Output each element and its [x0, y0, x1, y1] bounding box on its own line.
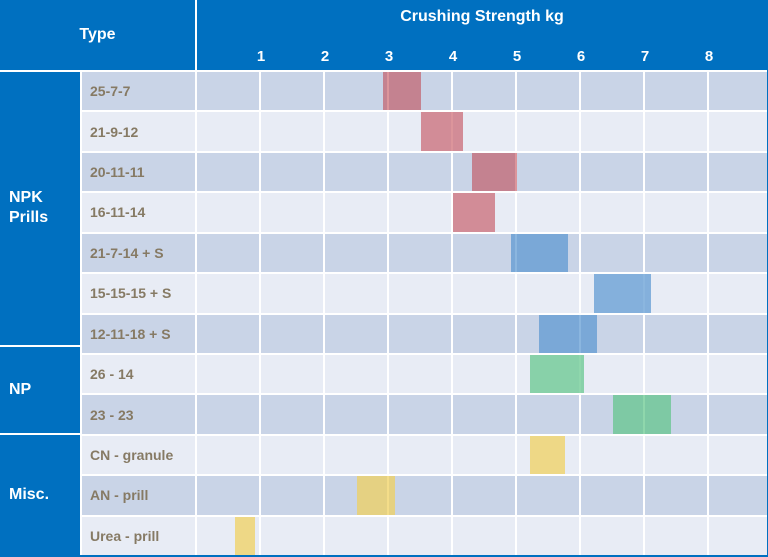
category-np: NP	[0, 344, 82, 434]
plot-row-25-7-7	[197, 70, 767, 111]
plot-row-26-14	[197, 352, 767, 394]
range-bar-16-11-14	[453, 193, 495, 232]
axis-title: Crushing Strength kg	[400, 8, 564, 25]
range-bar-23-23	[613, 395, 671, 434]
plot-row-20-11-11	[197, 150, 767, 192]
row-label-an-prill: AN - prill	[82, 474, 197, 515]
row-label-25-7-7: 25-7-7	[82, 70, 197, 111]
row-label-cn-granule: CN - granule	[82, 433, 197, 475]
plot-row-21-7-14-s	[197, 231, 767, 273]
row-label-23-23: 23 - 23	[82, 393, 197, 434]
x-tick-6: 6	[576, 48, 586, 65]
category-label: NPK Prills	[9, 189, 49, 227]
row-label-20-11-11: 20-11-11	[82, 150, 197, 192]
range-bar-12-11-18-s	[539, 314, 597, 353]
plot-area	[197, 70, 767, 555]
type-column-header: Type	[0, 0, 197, 70]
x-axis-ticks: 1 2 3 4 5 6 7 8	[197, 48, 767, 66]
x-tick-1: 1	[256, 48, 266, 65]
row-label-21-7-14-s: 21-7-14 + S	[82, 231, 197, 273]
row-label-16-11-14: 16-11-14	[82, 191, 197, 232]
range-bar-25-7-7	[382, 72, 421, 111]
row-label-15-15-15-s: 15-15-15 + S	[82, 272, 197, 313]
range-bar-21-7-14-s	[510, 233, 569, 273]
category-npk-prills: NPK Prills	[0, 70, 82, 345]
range-bar-cn-granule	[529, 435, 565, 475]
range-bar-20-11-11	[472, 152, 517, 192]
row-label-urea-prill: Urea - prill	[82, 514, 197, 555]
row-label-12-11-18-s: 12-11-18 + S	[82, 312, 197, 353]
plot-row-15-15-15-s	[197, 272, 767, 313]
category-misc: Misc.	[0, 433, 82, 555]
row-label-21-9-12: 21-9-12	[82, 110, 197, 151]
plot-row-16-11-14	[197, 191, 767, 232]
category-label: Misc.	[9, 486, 50, 504]
x-tick-8: 8	[704, 48, 714, 65]
category-column: NPK Prills NP Misc.	[0, 70, 82, 555]
plot-row-12-11-18-s	[197, 312, 767, 353]
range-bar-26-14	[529, 354, 585, 394]
x-tick-7: 7	[640, 48, 650, 65]
x-tick-4: 4	[448, 48, 458, 65]
row-label-26-14: 26 - 14	[82, 352, 197, 394]
plot-row-21-9-12	[197, 110, 767, 151]
range-bar-15-15-15-s	[593, 274, 652, 313]
plot-row-urea-prill	[197, 514, 767, 555]
x-tick-5: 5	[512, 48, 522, 65]
x-tick-3: 3	[384, 48, 394, 65]
x-tick-2: 2	[320, 48, 330, 65]
plot-row-cn-granule	[197, 433, 767, 475]
plot-row-an-prill	[197, 474, 767, 515]
chart-body: NPK Prills NP Misc. 25-7-7 21-9-12 20-11-11 1…	[0, 70, 767, 555]
axis-header: Crushing Strength kg 1 2 3 4 5 6 7 8	[197, 0, 767, 70]
range-bar-urea-prill	[235, 516, 255, 555]
plot-row-23-23	[197, 393, 767, 434]
type-header-label: Type	[79, 26, 116, 43]
category-label: NP	[9, 381, 32, 398]
range-bar-21-9-12	[421, 112, 463, 151]
row-label-column: 25-7-7 21-9-12 20-11-11 16-11-14 21-7-14 + S…	[82, 70, 197, 555]
chart-header: Type Crushing Strength kg 1 2 3 4 5 6 7 8	[0, 0, 767, 70]
range-bar-an-prill	[357, 476, 396, 515]
